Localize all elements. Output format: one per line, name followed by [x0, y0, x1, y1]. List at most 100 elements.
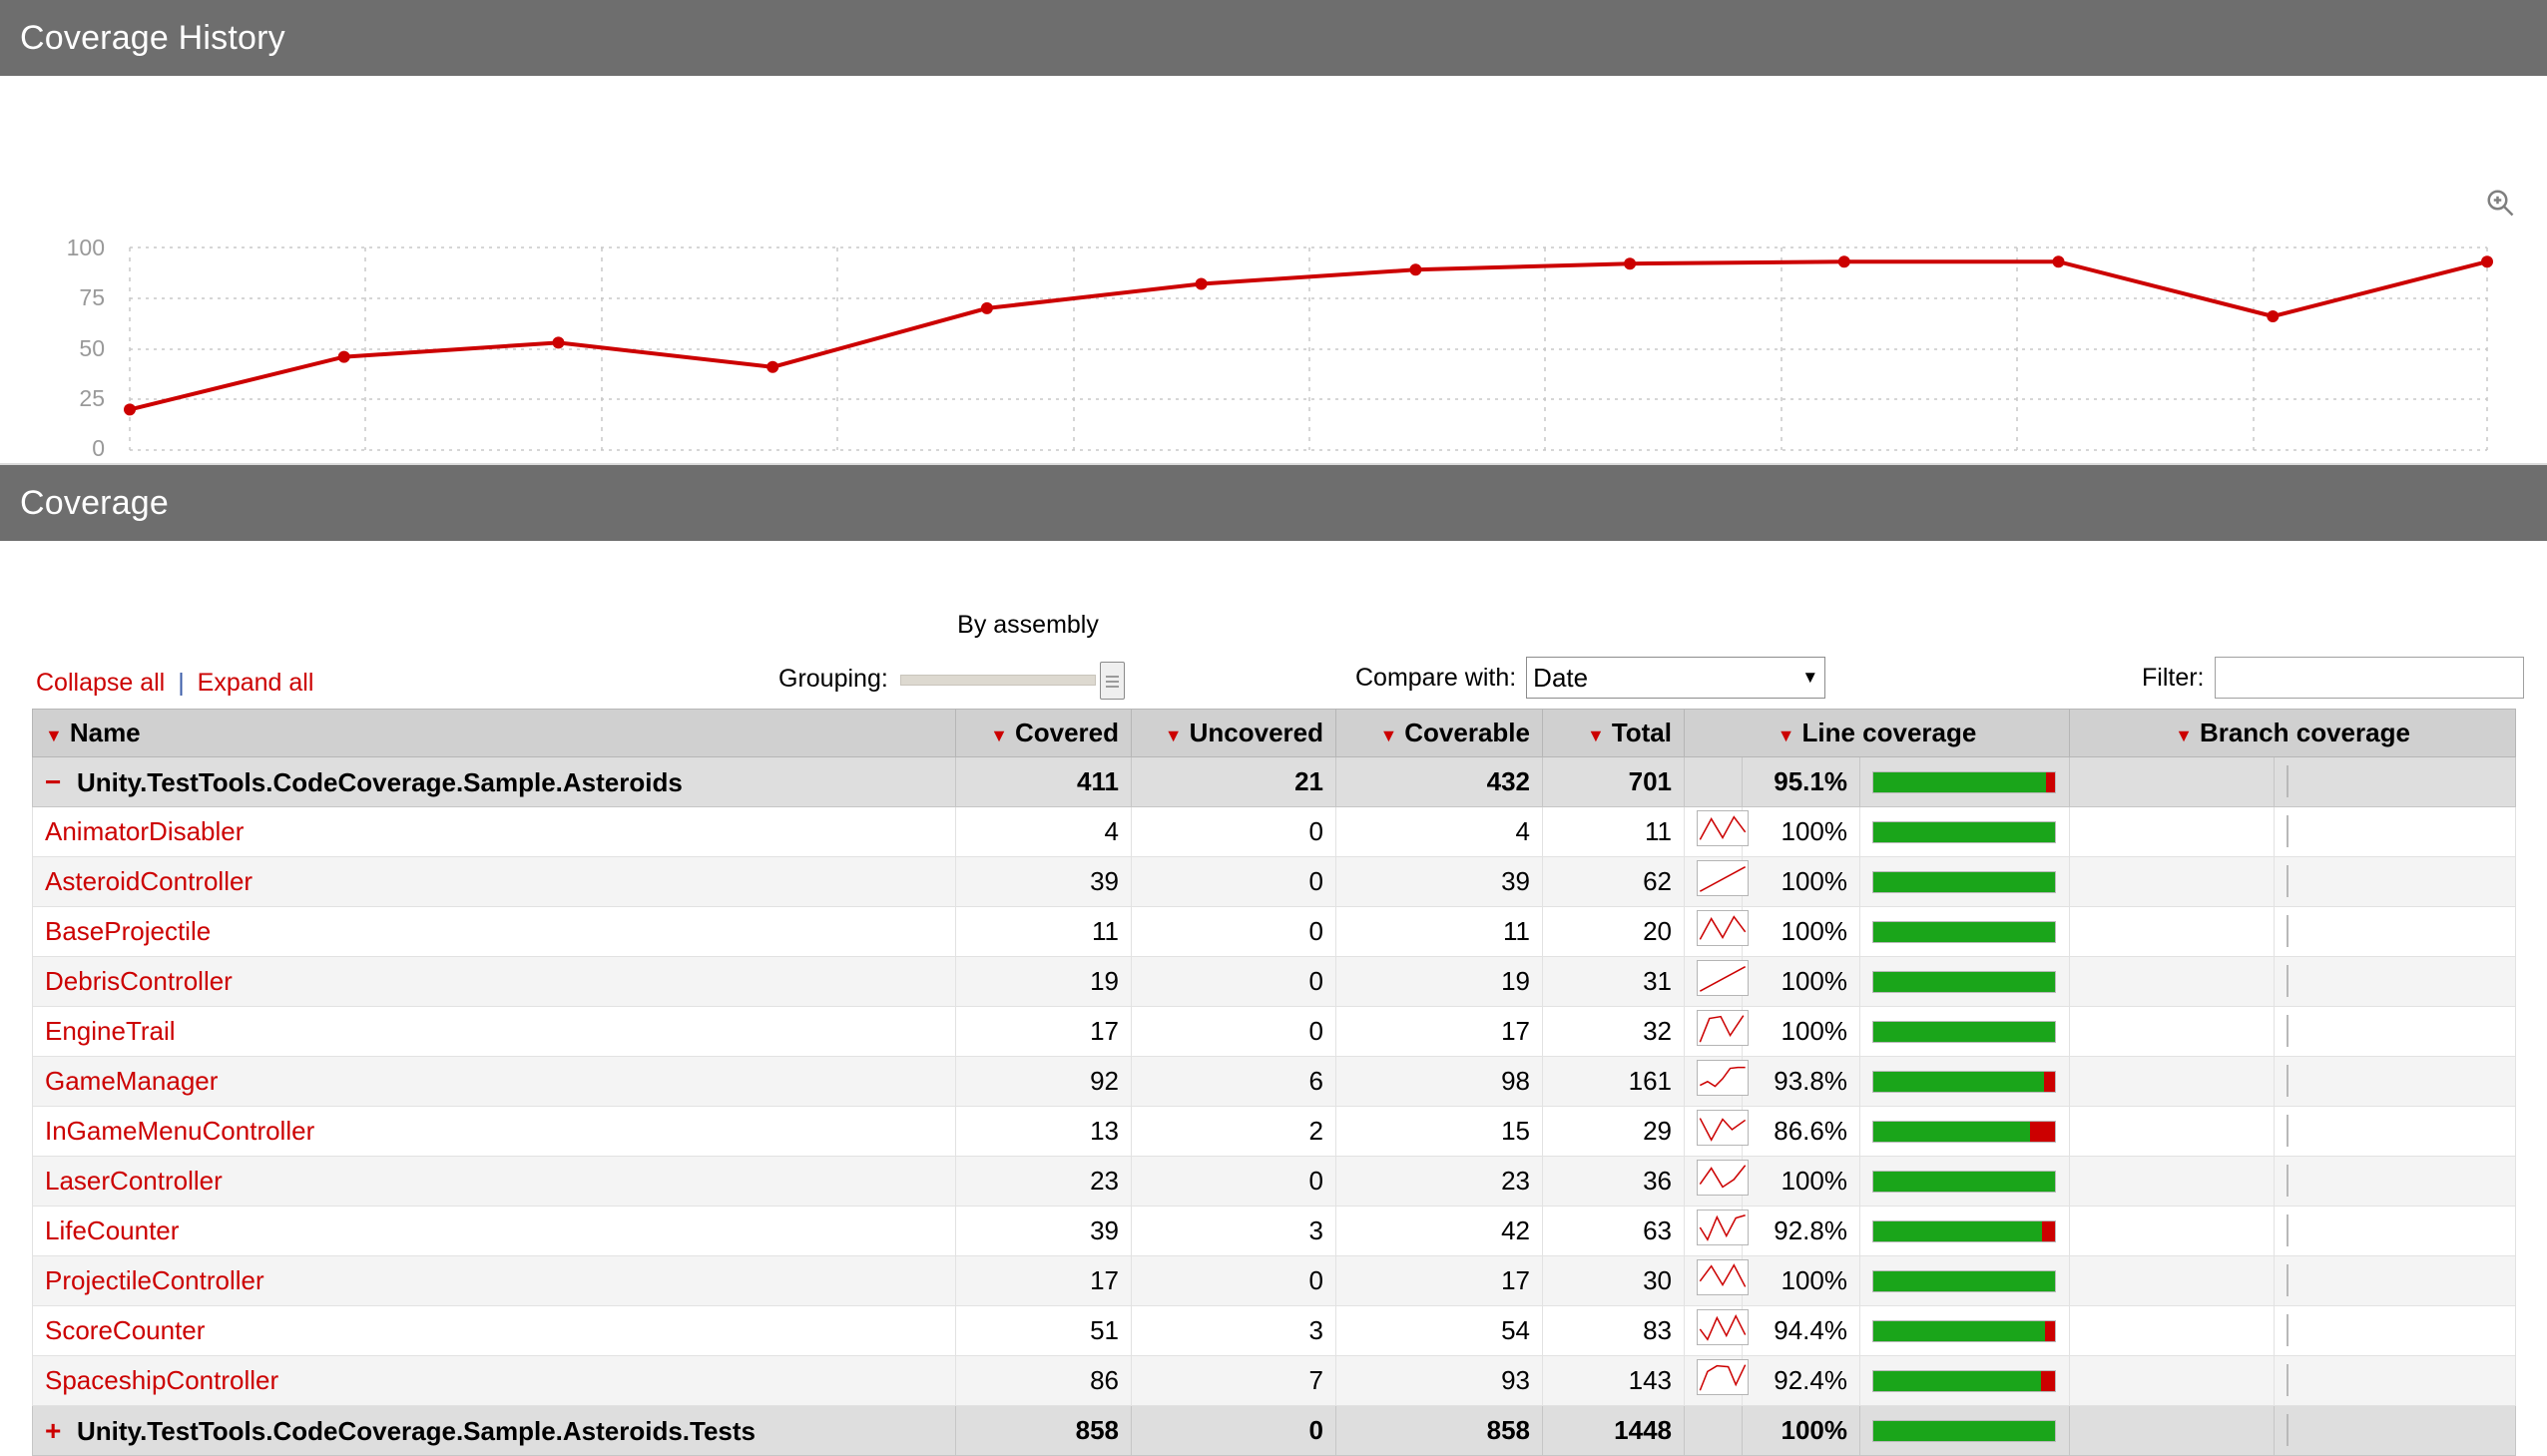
cell-total: 62 [1542, 856, 1685, 907]
branch-coverage-bar [2287, 1414, 2290, 1446]
class-link[interactable]: EngineTrail [45, 1016, 176, 1046]
class-link[interactable]: ProjectileController [45, 1265, 264, 1295]
class-link[interactable]: SpaceshipController [45, 1365, 279, 1395]
history-point-0[interactable] [124, 403, 136, 416]
cell-line-coverage-bar [1858, 956, 2071, 1007]
sparkline-icon [1697, 1160, 1749, 1196]
table-row: LifeCounter 39 3 42 63 92.8% [32, 1206, 2517, 1256]
line-coverage-bar [1872, 1120, 2056, 1143]
sparkline-icon [1697, 1359, 1749, 1395]
class-link[interactable]: AsteroidController [45, 866, 254, 896]
cell-line-coverage-bar [1858, 1056, 2071, 1107]
cell-branch-coverage-percent [2069, 1056, 2276, 1107]
bar-covered-segment [1873, 821, 2055, 842]
class-link[interactable]: GameManager [45, 1066, 219, 1096]
history-point-1[interactable] [337, 350, 350, 363]
collapse-toggle-icon[interactable]: − [45, 765, 62, 797]
column-header-coverable[interactable]: ▼ Coverable [1335, 709, 1543, 757]
bar-covered-segment [1873, 1270, 2055, 1291]
sparkline-icon [1697, 1060, 1749, 1096]
class-link[interactable]: DebrisController [45, 966, 233, 996]
branch-coverage-bar [2287, 965, 2290, 997]
coverage-table-container: ▼ Name ▼ Covered ▼ Uncovered ▼ Coverable ▼ To… [32, 709, 2517, 1456]
cell-line-coverage-bar [1858, 756, 2071, 807]
column-header-line-coverage[interactable]: ▼ Line coverage [1683, 709, 2071, 757]
line-coverage-bar [1872, 1170, 2056, 1193]
sort-arrow-icon: ▼ [1586, 726, 1605, 745]
cell-sparkline [1684, 1106, 1749, 1157]
history-point-4[interactable] [980, 301, 993, 314]
history-point-7[interactable] [1624, 257, 1637, 270]
cell-total: 63 [1542, 1206, 1685, 1256]
history-point-9[interactable] [2052, 255, 2065, 268]
column-header-total[interactable]: ▼ Total [1542, 709, 1685, 757]
ytick-75: 75 [79, 284, 105, 310]
coverage-table-body: − Unity.TestTools.CodeCoverage.Sample.Ast… [32, 756, 2517, 1456]
cell-branch-coverage-bar [2274, 956, 2517, 1007]
column-header-branch-coverage[interactable]: ▼ Branch coverage [2069, 709, 2517, 757]
cell-branch-coverage-percent [2069, 1106, 2276, 1157]
class-link[interactable]: AnimatorDisabler [45, 816, 245, 846]
table-row: ProjectileController 17 0 17 30 100% [32, 1255, 2517, 1306]
filter-control: Filter: [2142, 657, 2524, 699]
cell-total: 11 [1542, 806, 1685, 857]
class-link[interactable]: LaserController [45, 1166, 223, 1196]
history-point-5[interactable] [1195, 277, 1208, 290]
expand-all-link[interactable]: Expand all [197, 669, 314, 697]
cell-uncovered: 3 [1131, 1305, 1336, 1356]
grouping-slider-thumb[interactable] [1099, 662, 1125, 700]
cell-covered: 4 [955, 806, 1132, 857]
group-name-label: Unity.TestTools.CodeCoverage.Sample.Aste… [77, 1415, 757, 1446]
class-link[interactable]: InGameMenuController [45, 1116, 315, 1146]
coverage-history-title: Coverage History [20, 18, 285, 57]
line-coverage-bar [1872, 1369, 2056, 1392]
filter-input[interactable] [2214, 657, 2524, 699]
grouping-slider[interactable] [899, 662, 1125, 700]
sort-arrow-icon: ▼ [45, 726, 63, 745]
cell-line-coverage-bar [1858, 1206, 2071, 1256]
history-point-10[interactable] [2267, 310, 2280, 322]
history-point-3[interactable] [766, 360, 779, 373]
collapse-all-link[interactable]: Collapse all [36, 669, 166, 697]
branch-coverage-bar [2287, 1314, 2290, 1346]
history-point-11[interactable] [2481, 255, 2493, 268]
sparkline-icon [1697, 1259, 1749, 1295]
table-row-group: − Unity.TestTools.CodeCoverage.Sample.Ast… [32, 756, 2517, 807]
bar-covered-segment [1873, 1220, 2043, 1241]
cell-sparkline [1684, 1006, 1749, 1057]
cell-name: AsteroidController [32, 856, 956, 907]
sparkline-icon [1697, 860, 1749, 896]
bar-uncovered-segment [2044, 1071, 2055, 1092]
cell-line-coverage-bar [1858, 1006, 2071, 1057]
class-link[interactable]: ScoreCounter [45, 1315, 206, 1345]
column-header-covered[interactable]: ▼ Covered [955, 709, 1132, 757]
cell-coverable: 39 [1335, 856, 1543, 907]
expand-toggle-icon[interactable]: + [45, 1414, 62, 1446]
cell-total: 143 [1542, 1355, 1685, 1406]
bar-covered-segment [1873, 771, 2047, 792]
class-link[interactable]: BaseProjectile [45, 916, 212, 946]
grouping-control: By assembly Grouping: [778, 611, 1158, 700]
coverage-history-chart: 100 75 50 25 0 [0, 76, 2547, 465]
cell-uncovered: 0 [1131, 1255, 1336, 1306]
cell-line-coverage-percent: 94.4% [1742, 1305, 1860, 1356]
cell-name: + Unity.TestTools.CodeCoverage.Sample.Ast… [32, 1405, 956, 1456]
cell-branch-coverage-bar [2274, 1206, 2517, 1256]
compare-with-select[interactable]: Date ▼ [1526, 657, 1826, 699]
history-point-6[interactable] [1409, 263, 1422, 276]
class-link[interactable]: LifeCounter [45, 1215, 180, 1245]
cell-total: 29 [1542, 1106, 1685, 1157]
table-row: InGameMenuController 13 2 15 29 86.6% [32, 1106, 2517, 1157]
cell-sparkline [1684, 906, 1749, 957]
column-header-uncovered[interactable]: ▼ Uncovered [1131, 709, 1336, 757]
cell-uncovered: 7 [1131, 1355, 1336, 1406]
cell-branch-coverage-percent [2069, 806, 2276, 857]
column-header-name[interactable]: ▼ Name [32, 709, 956, 757]
bar-covered-segment [1873, 871, 2055, 892]
bar-covered-segment [1873, 921, 2055, 942]
cell-line-coverage-bar [1858, 1355, 2071, 1406]
history-point-8[interactable] [1837, 255, 1850, 268]
magnifier-plus-icon[interactable] [2485, 188, 2515, 218]
sort-arrow-icon: ▼ [1777, 726, 1795, 745]
history-point-2[interactable] [552, 336, 565, 349]
